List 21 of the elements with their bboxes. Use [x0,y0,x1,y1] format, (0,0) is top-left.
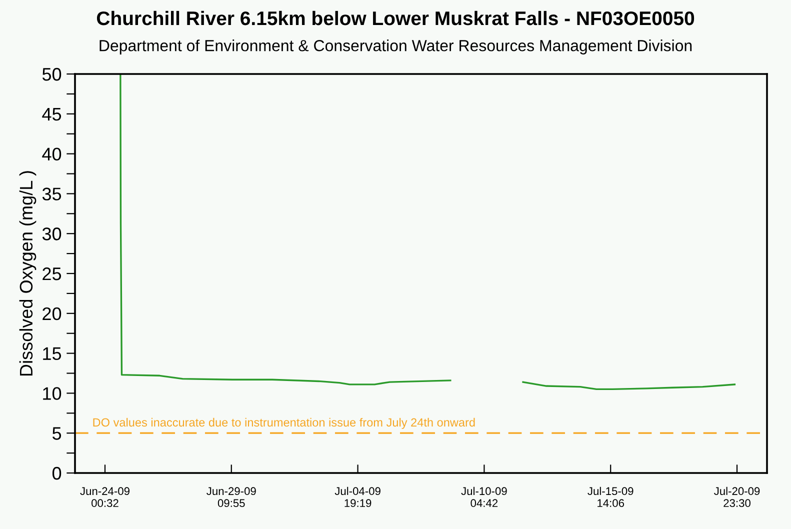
x-tick-label: Jul-20-09 23:30 [714,486,760,508]
y-tick-label: 35 [42,188,62,200]
y-tick-label: 30 [42,228,62,240]
x-tick-label: Jul-04-09 19:19 [334,486,380,508]
x-tick-label: Jul-10-09 04:42 [461,486,507,508]
chart-subtitle: Department of Environment & Conservation Water Resources Management Division [100,40,692,54]
y-axis-title: Dissolved Oxygen (mg/L ) [19,171,36,376]
y-tick-label: 5 [52,427,62,440]
y-tick-label: 20 [42,307,62,320]
y-tick-label: 50 [42,68,62,81]
y-tick-label: 15 [43,347,62,360]
x-tick-label: Jun-24-09 00:32 [80,487,130,508]
chart-title: Churchill River 6.15km below Lower Muskrat Falls - NF03OE0050 [96,10,694,26]
x-tick-label: Jul-15-09 14:06 [588,486,634,508]
y-tick-label: 10 [43,387,62,400]
ref-line-label: DO values inaccurate due to instrumentation issue from July 24th onward [93,418,475,429]
y-tick-label: 40 [42,148,62,161]
y-tick-label: 0 [52,466,62,480]
x-tick-label: Jun-29-09 09:55 [206,487,256,508]
y-tick-label: 25 [42,267,62,280]
y-tick-label: 45 [42,108,62,121]
